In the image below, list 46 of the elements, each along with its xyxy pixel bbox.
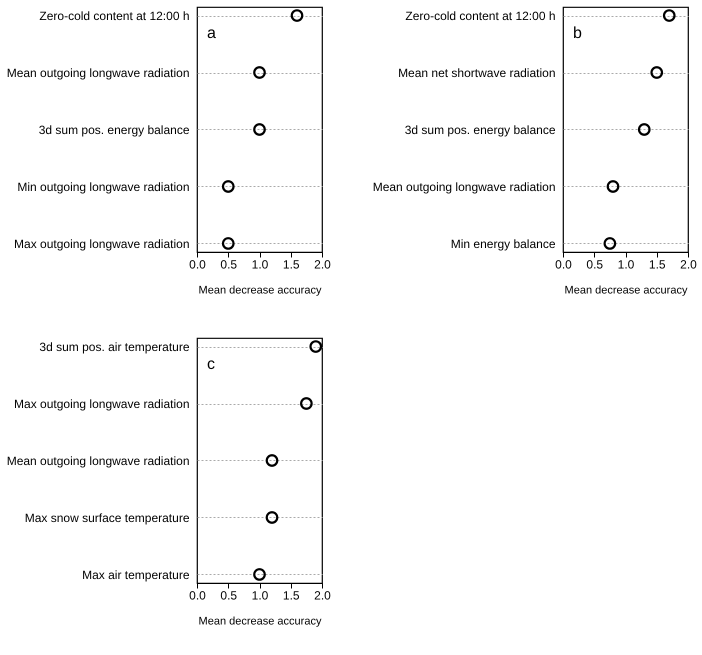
annotation: c: [207, 356, 215, 373]
x-axis-title: Mean decrease accuracy: [564, 284, 688, 296]
point: [253, 568, 266, 581]
x-tick-label: 1.0: [252, 588, 269, 602]
y-tick-label: Max outgoing longwave radiation: [14, 397, 190, 412]
x-tick-label: 2.0: [680, 258, 698, 272]
x-tick-label: 1.5: [648, 258, 666, 272]
point: [606, 180, 620, 193]
y-tick-label: Zero-cold content at 12:00 h: [405, 9, 556, 24]
y-tick-label: Min energy balance: [450, 236, 556, 251]
y-tick-label: 3d sum pos. energy balance: [404, 123, 556, 137]
x-axis-title: Mean decrease accuracy: [198, 284, 322, 296]
x-tick-label: 0.0: [189, 588, 206, 602]
y-tick-label: Max snow surface temperature: [24, 510, 190, 525]
y-tick-label: Max outgoing longwave radiation: [14, 236, 190, 251]
point: [650, 66, 664, 79]
y-tick-label: 3d sum pos. energy balance: [38, 123, 190, 137]
point: [662, 9, 676, 22]
y-tick-label: Zero-cold content at 12:00 h: [39, 9, 190, 24]
y-tick-label: Max air temperature: [82, 568, 190, 582]
x-tick-label: 1.0: [252, 258, 269, 272]
point: [638, 123, 651, 136]
x-tick-label: 1.5: [282, 588, 300, 602]
annotation: b: [573, 25, 582, 42]
x-tick-label: 0.0: [555, 258, 572, 272]
point: [309, 340, 322, 353]
point: [266, 511, 278, 524]
point: [604, 237, 616, 250]
x-tick-label: 1.0: [618, 258, 635, 272]
y-tick-label: Mean net shortwave radiation: [398, 66, 556, 80]
x-axis-title: Mean decrease accuracy: [198, 616, 322, 628]
x-tick-label: 2.0: [314, 258, 332, 272]
x-tick-label: 2.0: [314, 588, 332, 602]
x-tick-label: 0.5: [220, 258, 238, 272]
point: [266, 454, 278, 467]
y-tick-label: 3d sum pos. air temperature: [39, 340, 190, 354]
y-tick-label: Mean outgoing longwave radiation: [6, 454, 190, 468]
y-tick-label: Mean outgoing longwave radiation: [372, 180, 556, 194]
x-tick-label: 0.0: [189, 258, 206, 272]
point: [300, 397, 313, 410]
x-tick-label: 0.5: [220, 588, 238, 602]
x-tick-label: 0.5: [586, 258, 604, 272]
y-tick-label: Mean outgoing longwave radiation: [6, 66, 190, 80]
x-tick-label: 1.5: [282, 258, 300, 272]
y-tick-label: Min outgoing longwave radiation: [17, 180, 190, 194]
annotation: a: [207, 25, 216, 42]
